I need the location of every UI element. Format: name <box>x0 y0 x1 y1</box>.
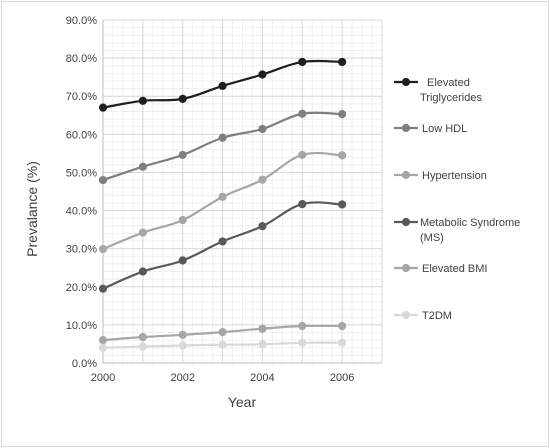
data-point <box>338 110 347 119</box>
data-point <box>298 109 307 118</box>
data-point <box>338 338 347 347</box>
grid-lines <box>102 19 383 364</box>
tick-labels: 0.0% 10.0% 20.0% 30.0% 40.0% 50.0% 60.0% 70.0% 8… <box>66 15 355 384</box>
series-group <box>98 57 347 352</box>
axes <box>102 20 382 364</box>
data-point <box>218 133 227 142</box>
legend-label: Hypertension <box>422 170 487 182</box>
data-point <box>218 192 227 201</box>
data-point <box>138 332 147 342</box>
legend-swatch-marker <box>401 170 411 180</box>
x-tick-label: 2002 <box>170 372 194 384</box>
legend-label: T2DM <box>422 310 452 322</box>
data-point <box>258 124 267 134</box>
data-point <box>298 199 307 209</box>
data-point <box>178 341 187 350</box>
data-point <box>218 328 227 337</box>
data-point <box>258 340 267 349</box>
x-tick-label: 2000 <box>91 372 115 384</box>
data-point <box>98 343 108 352</box>
legend-label: Metabolic Syndrome <box>420 217 520 229</box>
legend-label: (MS) <box>420 232 444 244</box>
legend-swatch-marker <box>401 123 411 133</box>
data-point <box>258 175 267 184</box>
data-point <box>218 237 227 246</box>
data-point <box>178 94 187 103</box>
y-tick-label: 90.0% <box>66 15 97 27</box>
data-point <box>298 150 307 160</box>
data-point <box>218 81 227 91</box>
data-point <box>258 222 267 231</box>
y-tick-label: 50.0% <box>66 167 97 179</box>
legend-label: Elevated <box>427 77 470 89</box>
data-point <box>298 57 307 67</box>
y-tick-label: 10.0% <box>66 320 97 332</box>
data-point <box>258 70 267 79</box>
x-tick-label: 2004 <box>250 372 274 384</box>
y-tick-label: 40.0% <box>66 206 97 218</box>
data-point <box>338 57 347 67</box>
data-point <box>178 256 187 265</box>
legend-label: Elevated BMI <box>422 263 487 275</box>
data-point <box>138 96 147 105</box>
data-point <box>178 330 187 339</box>
data-point <box>138 267 147 276</box>
data-point <box>138 228 147 237</box>
legend-swatch-marker <box>401 77 411 87</box>
data-point <box>138 342 147 351</box>
data-point <box>338 151 347 160</box>
data-point <box>98 103 108 112</box>
x-tick-label: 2006 <box>330 372 354 384</box>
data-point <box>338 321 347 331</box>
data-point <box>178 150 187 160</box>
data-point <box>178 215 187 225</box>
x-axis-title: Year <box>228 394 257 410</box>
y-tick-label: 0.0% <box>72 358 97 370</box>
data-point <box>98 244 108 254</box>
legend-label: Triglycerides <box>420 92 482 104</box>
data-point <box>218 340 227 349</box>
legend-swatch-marker <box>401 310 411 320</box>
data-point <box>338 200 347 209</box>
y-tick-label: 80.0% <box>66 53 97 65</box>
data-point <box>98 284 108 293</box>
legend-swatch-marker <box>401 263 411 273</box>
legend-swatch-marker <box>401 217 411 227</box>
data-point <box>138 162 147 171</box>
y-tick-label: 70.0% <box>66 91 97 103</box>
data-point <box>98 175 108 185</box>
data-point <box>298 321 307 331</box>
y-axis-title: Prevalance (%) <box>24 161 40 257</box>
data-point <box>258 324 267 333</box>
y-tick-label: 30.0% <box>66 244 97 256</box>
y-tick-label: 60.0% <box>66 129 97 141</box>
y-tick-label: 20.0% <box>66 282 97 294</box>
data-point <box>298 338 307 347</box>
legend-label: Low HDL <box>422 123 467 135</box>
legend: Elevated Triglycerides Low HDL Hypertension… <box>394 77 520 322</box>
data-point <box>98 336 108 345</box>
